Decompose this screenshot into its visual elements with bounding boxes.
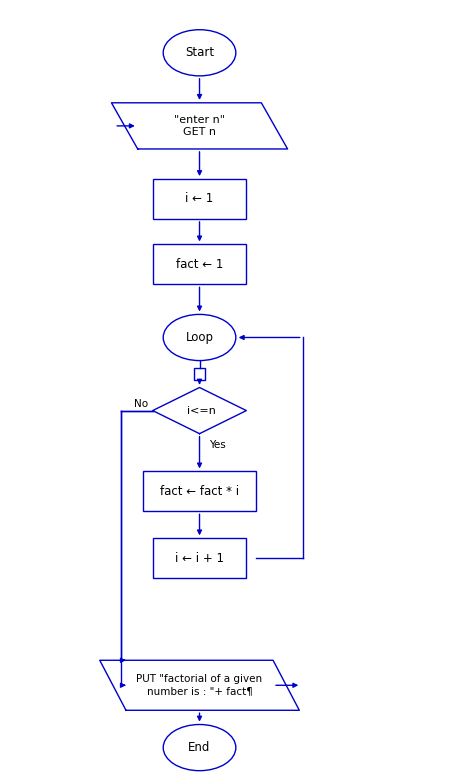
- Text: No: No: [134, 399, 148, 409]
- Text: fact ← fact * i: fact ← fact * i: [160, 485, 239, 498]
- Text: i ← 1: i ← 1: [185, 192, 214, 205]
- Text: "enter n"
GET n: "enter n" GET n: [174, 115, 225, 137]
- Text: PUT "factorial of a given
number is : "+ fact¶: PUT "factorial of a given number is : "+…: [137, 674, 263, 697]
- Bar: [153, 244, 246, 284]
- Text: Yes: Yes: [209, 440, 226, 450]
- Bar: [153, 179, 246, 219]
- Text: Loop: Loop: [185, 331, 213, 344]
- Text: Start: Start: [185, 46, 214, 60]
- Text: i<=n: i<=n: [187, 405, 216, 415]
- Bar: [143, 471, 256, 512]
- Bar: [153, 539, 246, 578]
- Text: i ← i + 1: i ← i + 1: [175, 552, 224, 565]
- Bar: [194, 368, 205, 381]
- Text: End: End: [188, 741, 211, 754]
- Text: fact ← 1: fact ← 1: [176, 258, 223, 271]
